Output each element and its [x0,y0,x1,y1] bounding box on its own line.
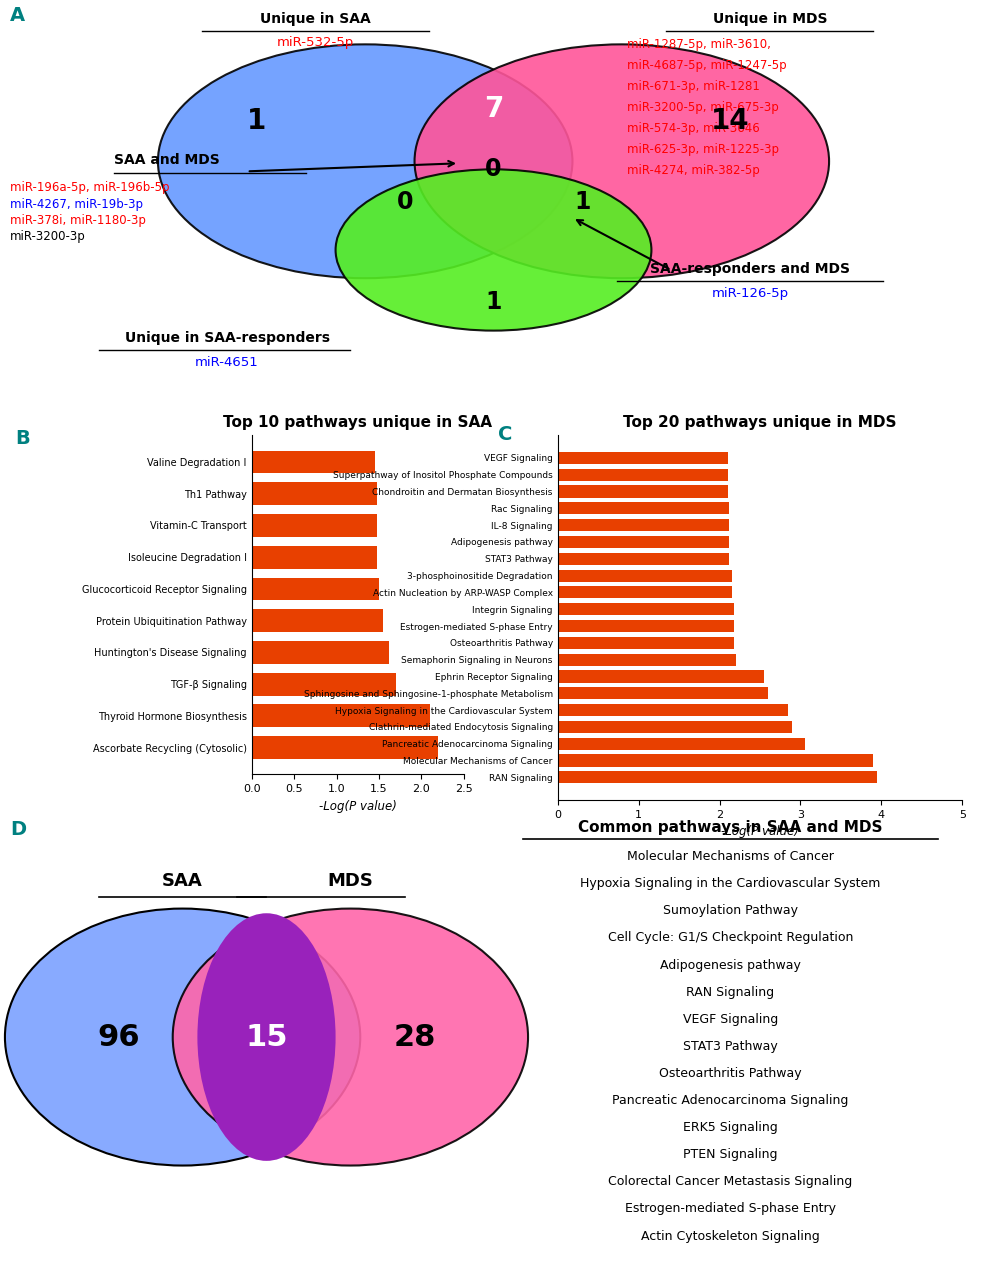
Text: STAT3 Pathway: STAT3 Pathway [682,1039,777,1053]
Text: 96: 96 [97,1023,140,1052]
Text: PTEN Signaling: PTEN Signaling [682,1148,777,1161]
Bar [557,502,729,515]
Bar [557,654,735,666]
Text: Molecular Mechanisms of Cancer: Molecular Mechanisms of Cancer [626,850,833,863]
Text: C: C [498,425,513,444]
Bar [557,520,729,531]
Bar [251,704,430,727]
Text: miR-378i, miR-1180-3p: miR-378i, miR-1180-3p [10,214,146,227]
Text: RAN Signaling: RAN Signaling [685,986,774,998]
Text: SAA-responders and MDS: SAA-responders and MDS [650,262,849,276]
Bar [251,483,377,506]
Text: Hypoxia Signaling in the Cardiovascular System: Hypoxia Signaling in the Cardiovascular … [580,877,880,891]
Text: 28: 28 [393,1023,435,1052]
Text: miR-625-3p, miR-1225-3p: miR-625-3p, miR-1225-3p [626,143,778,156]
Bar [557,452,727,463]
Bar [251,673,395,695]
Text: D: D [10,819,26,838]
Text: miR-4274, miR-382-5p: miR-4274, miR-382-5p [626,164,758,177]
Text: A: A [10,6,25,26]
Text: Unique in MDS: Unique in MDS [712,12,826,26]
Ellipse shape [158,45,572,278]
Text: Adipogenesis pathway: Adipogenesis pathway [660,959,800,972]
Text: miR-3200-3p: miR-3200-3p [10,230,86,243]
Bar [251,577,379,600]
Text: miR-574-3p, miR-3646: miR-574-3p, miR-3646 [626,122,758,136]
Bar [557,636,734,649]
Text: Estrogen-mediated S-phase Entry: Estrogen-mediated S-phase Entry [624,1202,835,1216]
Bar [251,515,377,536]
Bar [557,553,729,564]
Text: Common pathways in SAA and MDS: Common pathways in SAA and MDS [578,819,881,835]
X-axis label: -Log(P value): -Log(P value) [318,800,396,813]
Text: 0: 0 [396,189,412,214]
Text: miR-4267, miR-19b-3p: miR-4267, miR-19b-3p [10,197,143,211]
Bar [251,451,375,474]
Title: Top 20 pathways unique in MDS: Top 20 pathways unique in MDS [622,415,896,430]
Bar [557,485,727,498]
Bar [557,721,792,733]
Text: 1: 1 [574,189,590,214]
Text: 0: 0 [485,157,501,182]
Bar [251,736,438,759]
Bar [557,603,734,616]
Ellipse shape [173,909,528,1166]
Text: 14: 14 [710,108,749,134]
Text: miR-3200-5p, miR-675-3p: miR-3200-5p, miR-675-3p [626,101,778,114]
Text: miR-126-5p: miR-126-5p [711,287,788,300]
Bar [557,737,804,750]
Text: 15: 15 [245,1023,288,1052]
Text: Colorectal Cancer Metastasis Signaling: Colorectal Cancer Metastasis Signaling [607,1175,852,1188]
Text: miR-532-5p: miR-532-5p [277,36,354,50]
Text: 7: 7 [483,95,503,123]
Ellipse shape [414,45,828,278]
Bar [557,671,763,682]
Text: Actin Cytoskeleton Signaling: Actin Cytoskeleton Signaling [640,1230,819,1243]
Ellipse shape [197,913,335,1161]
Text: B: B [15,429,30,448]
Text: 1: 1 [246,108,266,134]
Text: VEGF Signaling: VEGF Signaling [682,1012,777,1025]
Bar [557,468,727,481]
Text: Cell Cycle: G1/S Checkpoint Regulation: Cell Cycle: G1/S Checkpoint Regulation [607,932,852,945]
Bar [557,620,734,632]
Text: ERK5 Signaling: ERK5 Signaling [682,1121,777,1134]
Bar [251,545,377,568]
Text: Unique in SAA: Unique in SAA [260,12,371,26]
Text: Unique in SAA-responders: Unique in SAA-responders [124,330,329,344]
Ellipse shape [5,909,360,1166]
X-axis label: -Log(P value): -Log(P value) [721,826,798,838]
Bar [557,772,877,783]
Text: Sumoylation Pathway: Sumoylation Pathway [663,905,797,918]
Title: Top 10 pathways unique in SAA: Top 10 pathways unique in SAA [223,415,492,430]
Text: 1: 1 [485,291,501,315]
Bar [557,754,873,767]
Bar [557,687,767,699]
Bar [557,704,788,716]
Text: miR-4651: miR-4651 [195,356,258,369]
Text: miR-4687-5p, miR-1247-5p: miR-4687-5p, miR-1247-5p [626,59,786,72]
Bar [557,586,731,599]
Bar [251,609,383,632]
Text: Pancreatic Adenocarcinoma Signaling: Pancreatic Adenocarcinoma Signaling [611,1094,848,1107]
Bar [557,570,731,581]
Text: Osteoarthritis Pathway: Osteoarthritis Pathway [659,1068,801,1080]
Ellipse shape [335,169,651,330]
Text: SAA: SAA [162,872,203,890]
Bar [251,641,388,664]
Text: miR-1287-5p, miR-3610,: miR-1287-5p, miR-3610, [626,38,770,51]
Text: MDS: MDS [327,872,373,890]
Text: miR-671-3p, miR-1281: miR-671-3p, miR-1281 [626,81,759,93]
Bar [557,536,729,548]
Text: miR-196a-5p, miR-196b-5p: miR-196a-5p, miR-196b-5p [10,182,170,195]
Text: SAA and MDS: SAA and MDS [113,154,219,168]
